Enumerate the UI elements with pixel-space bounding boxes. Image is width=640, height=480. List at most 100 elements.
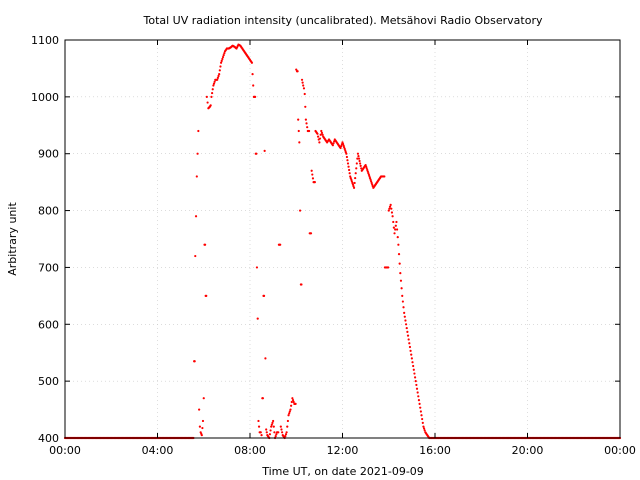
data-point — [360, 167, 363, 170]
data-point — [219, 65, 222, 68]
data-point — [340, 145, 343, 148]
data-point — [404, 323, 408, 326]
data-point — [417, 399, 421, 402]
data-point — [414, 380, 417, 383]
data-point — [205, 294, 208, 297]
data-point — [201, 426, 204, 430]
data-point — [302, 87, 306, 90]
data-point — [197, 129, 200, 133]
data-point — [193, 360, 196, 363]
data-points — [63, 43, 622, 440]
data-point — [316, 132, 319, 135]
data-point — [404, 319, 407, 322]
data-point — [211, 91, 214, 95]
data-point — [296, 70, 299, 73]
y-tick-label: 1100 — [31, 34, 59, 47]
data-point — [279, 243, 282, 246]
data-point — [198, 425, 201, 428]
data-point — [355, 167, 358, 170]
data-point — [306, 126, 309, 129]
data-point — [194, 254, 197, 258]
axis-ticks: 00:00 04:00 08:00 12:00 16:00 20:00 00:0040050… — [31, 34, 636, 457]
data-point — [200, 434, 203, 437]
data-point — [210, 95, 213, 98]
data-point — [421, 421, 424, 424]
x-tick-label: 00:00 — [604, 444, 636, 457]
data-point — [272, 425, 275, 428]
data-point — [265, 431, 268, 434]
data-point — [332, 142, 335, 145]
data-point — [359, 162, 362, 165]
data-point — [354, 176, 357, 180]
data-point — [419, 410, 422, 413]
data-point — [271, 421, 274, 424]
data-point — [413, 376, 417, 379]
y-tick-label: 500 — [38, 375, 59, 388]
data-point — [198, 408, 201, 411]
data-point — [394, 228, 397, 231]
data-point — [398, 262, 401, 265]
x-axis-label: Time UT, on date 2021-09-09 — [261, 465, 424, 478]
x-tick-label: 08:00 — [234, 444, 266, 457]
data-point — [262, 294, 266, 297]
data-point — [259, 431, 262, 434]
data-point — [287, 414, 290, 417]
data-point — [422, 425, 425, 428]
data-point — [257, 425, 261, 428]
data-point — [288, 410, 291, 413]
data-point — [290, 404, 293, 407]
data-point — [255, 152, 258, 155]
data-point — [408, 342, 411, 345]
data-point — [260, 434, 263, 437]
data-point — [383, 175, 386, 178]
data-point — [405, 326, 408, 330]
data-point — [331, 144, 334, 147]
data-point — [222, 54, 225, 57]
data-point — [252, 84, 255, 87]
y-axis-label: Arbitrary unit — [6, 202, 19, 276]
data-point — [357, 157, 361, 160]
data-point — [403, 311, 406, 315]
data-point — [201, 419, 205, 423]
data-point — [218, 69, 221, 72]
data-point — [280, 428, 283, 431]
data-point — [291, 399, 295, 402]
y-tick-label: 1000 — [31, 91, 59, 104]
data-point — [216, 78, 219, 81]
data-point — [396, 236, 399, 239]
data-point — [263, 149, 266, 152]
data-point — [270, 423, 273, 426]
data-point — [303, 92, 306, 96]
data-point — [313, 181, 316, 184]
x-tick-label: 12:00 — [327, 444, 359, 457]
data-point — [356, 157, 359, 160]
data-point — [286, 425, 289, 428]
data-point — [419, 406, 422, 409]
plot-frame — [64, 39, 621, 439]
data-point — [311, 173, 314, 176]
data-point — [387, 266, 390, 269]
data-point — [311, 177, 315, 180]
data-point — [206, 101, 209, 104]
data-point — [355, 162, 358, 165]
data-point — [400, 287, 403, 290]
data-point — [209, 104, 212, 107]
data-point — [415, 383, 418, 387]
data-point — [304, 118, 307, 121]
data-point — [194, 215, 198, 218]
data-point — [346, 162, 350, 165]
data-point — [316, 135, 320, 138]
data-point — [294, 402, 297, 405]
data-point — [254, 95, 257, 98]
data-point — [299, 209, 302, 212]
data-point — [401, 294, 404, 297]
data-point — [196, 152, 199, 155]
data-point — [221, 57, 224, 61]
data-point — [339, 146, 342, 150]
data-point — [255, 266, 259, 269]
data-point — [422, 427, 426, 430]
data-point — [290, 400, 293, 404]
y-tick-label: 800 — [38, 205, 59, 218]
data-point — [410, 357, 413, 360]
data-point — [297, 118, 300, 121]
